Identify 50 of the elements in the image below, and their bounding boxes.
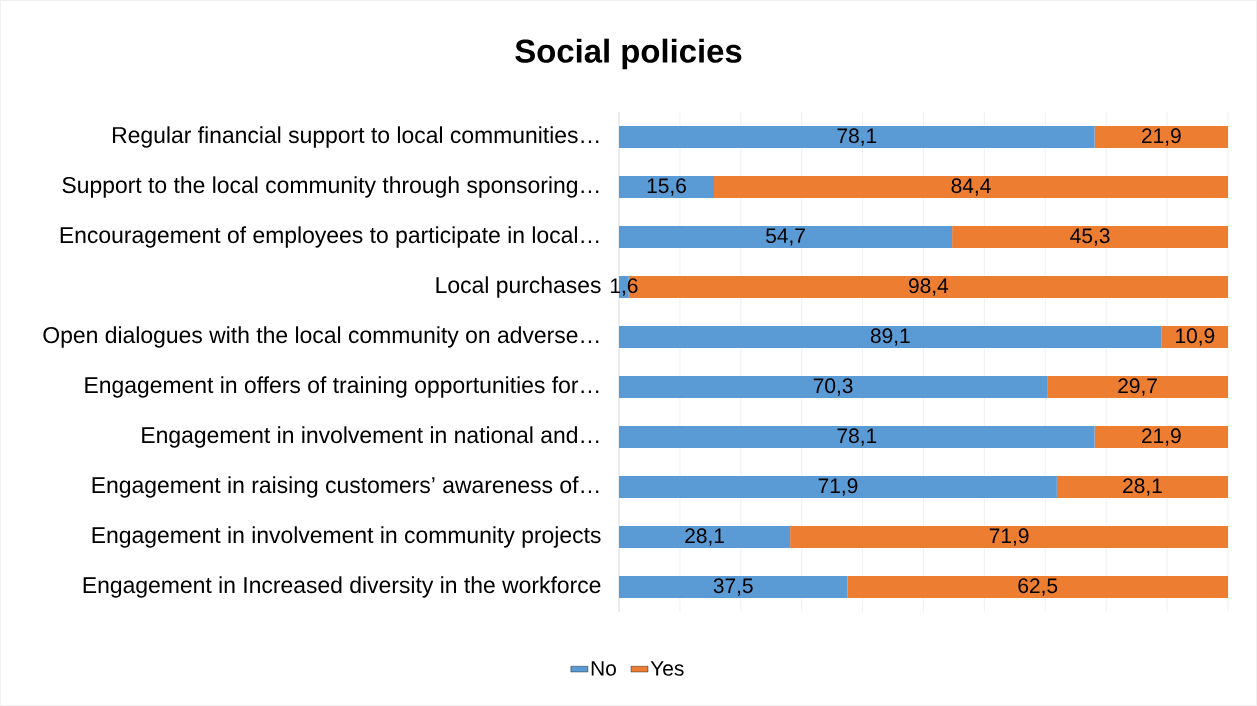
data-label: 70,3: [813, 378, 853, 396]
data-label: 98,4: [909, 278, 949, 296]
bar: [619, 426, 1095, 448]
bar: [619, 376, 1048, 398]
bar: [619, 225, 953, 248]
y-tick-label: Encouragement of employees to participate in local…: [60, 226, 599, 248]
chart-title: Social policies: [515, 38, 742, 70]
y-tick-label: Support to the local community through sponsoring…: [62, 176, 599, 198]
bar: [619, 175, 714, 198]
bar: [619, 125, 1095, 148]
bar: [952, 225, 1229, 248]
bar: [1056, 476, 1229, 498]
y-tick-label: Engagement in raising customers’ awareness of…: [92, 476, 599, 498]
data-label: 1,6: [610, 278, 638, 296]
bar: [619, 476, 1057, 498]
data-label: 15,6: [647, 178, 686, 196]
bar: [619, 526, 791, 548]
data-label: 84,4: [951, 178, 991, 196]
y-tick-label: Engagement in offers of training opportunities for…: [85, 376, 599, 398]
bar: [619, 576, 848, 598]
data-label: 62,5: [1018, 578, 1058, 596]
y-tick-label: Engagement in Increased diversity in the workforce: [83, 576, 601, 598]
bar: [1094, 125, 1229, 148]
data-label: 37,5: [713, 578, 753, 596]
bar: [847, 576, 1229, 598]
legend-label: Yes: [650, 661, 684, 676]
bar: [790, 526, 1229, 548]
y-tick-label: Open dialogues with the local community on adverse…: [43, 326, 599, 348]
bar: [1094, 426, 1229, 448]
data-label: 29,7: [1118, 378, 1157, 396]
y-tick-label: Regular financial support to local communities…: [113, 126, 599, 148]
data-label: 71,9: [989, 528, 1029, 546]
data-label: 45,3: [1070, 228, 1110, 246]
data-label: 78,1: [837, 128, 877, 146]
data-label: 21,9: [1142, 428, 1181, 446]
data-label: 28,1: [1123, 478, 1162, 496]
y-tick-label: Engagement in involvement in community projects: [92, 526, 601, 548]
y-tick-label: Local purchases: [436, 276, 601, 298]
bar: [1047, 376, 1229, 398]
data-label: 28,1: [685, 528, 724, 546]
data-label: 10,9: [1176, 328, 1215, 346]
legend-label: No: [591, 661, 616, 676]
data-label: 78,1: [837, 428, 877, 446]
bar: [714, 175, 1229, 198]
data-label: 71,9: [818, 478, 858, 496]
y-tick-label: Engagement in involvement in national and…: [142, 426, 599, 448]
bar: [619, 326, 1162, 348]
data-label: 54,7: [766, 228, 805, 246]
data-label: 21,9: [1142, 128, 1181, 146]
data-label: 89,1: [870, 328, 910, 346]
